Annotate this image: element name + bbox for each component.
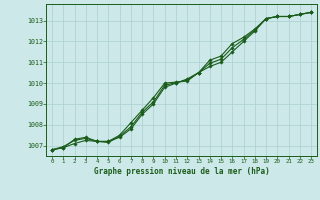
X-axis label: Graphe pression niveau de la mer (hPa): Graphe pression niveau de la mer (hPa) <box>94 167 269 176</box>
